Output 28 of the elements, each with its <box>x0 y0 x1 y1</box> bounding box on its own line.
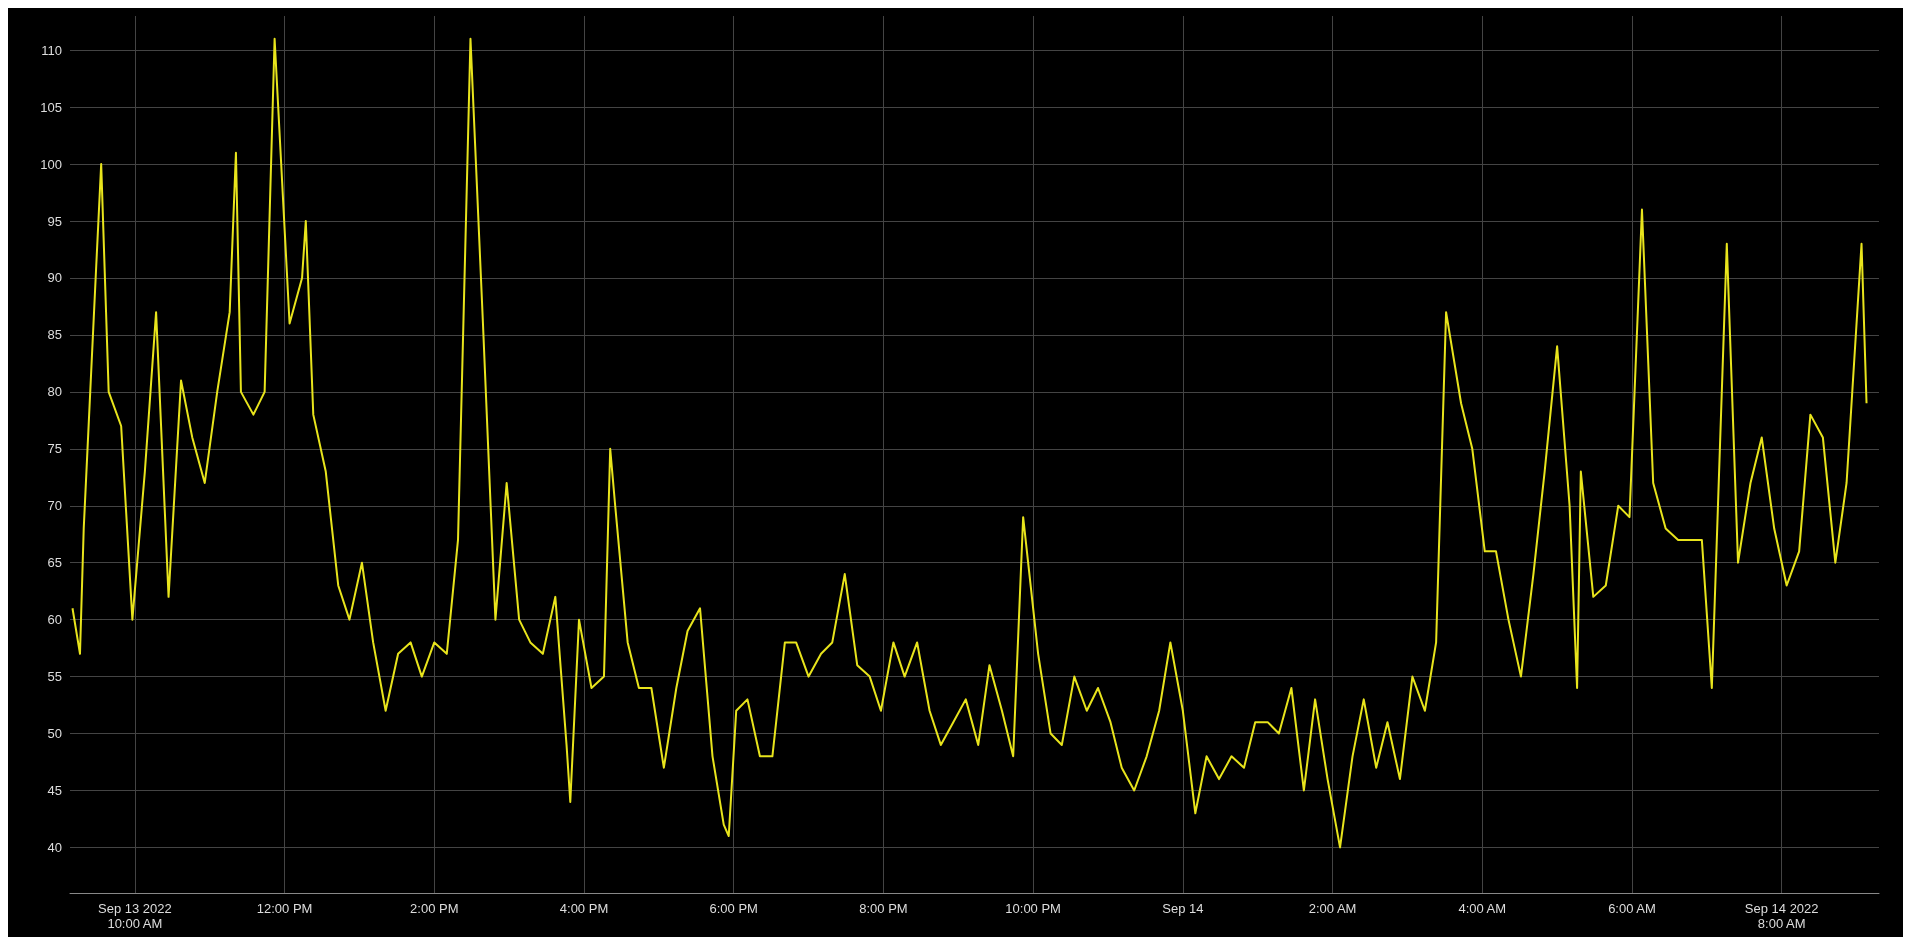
x-tick-label: Sep 14 <box>1162 901 1204 916</box>
y-tick-label: 110 <box>41 42 62 58</box>
y-tick-label: 100 <box>40 156 62 172</box>
y-tick-label: 80 <box>47 384 62 400</box>
y-tick-label: 75 <box>47 441 62 457</box>
y-tick-label: 70 <box>47 498 62 514</box>
y-tick-label: 105 <box>40 99 62 115</box>
x-tick-label: Sep 14 2022 8:00 AM <box>1744 901 1819 931</box>
y-tick-label: 90 <box>47 270 62 286</box>
y-tick-label: 45 <box>47 782 62 798</box>
x-tick-label: 2:00 PM <box>410 901 459 916</box>
x-tick-label: 12:00 PM <box>256 901 313 916</box>
y-tick-label: 65 <box>47 555 62 571</box>
x-tick-label: 6:00 PM <box>709 901 758 916</box>
y-tick-label: 95 <box>47 213 62 229</box>
y-tick-label: 40 <box>47 839 62 855</box>
x-tick-label: 4:00 AM <box>1458 901 1507 916</box>
x-tick-label: 2:00 AM <box>1308 901 1357 916</box>
x-tick-label: 6:00 AM <box>1608 901 1656 916</box>
y-tick-label: 85 <box>47 327 62 343</box>
x-tick-label: 8:00 PM <box>859 901 908 916</box>
y-tick-label: 50 <box>47 726 62 742</box>
x-tick-label: 4:00 PM <box>559 901 609 916</box>
x-tick-label: 10:00 PM <box>1005 901 1061 916</box>
line-series <box>71 37 1868 849</box>
y-tick-label: 55 <box>47 669 62 685</box>
y-tick-label: 60 <box>47 612 62 628</box>
x-tick-label: Sep 13 2022 10:00 AM <box>98 901 172 931</box>
